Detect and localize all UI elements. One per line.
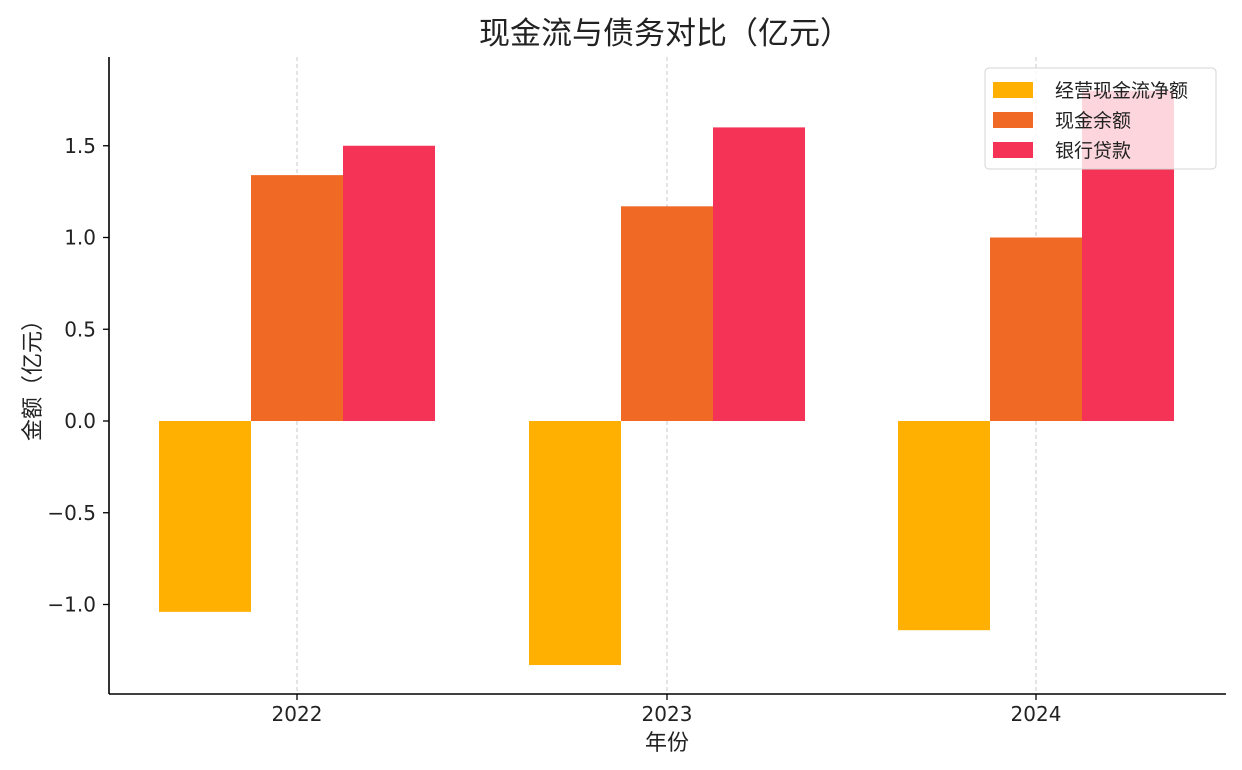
legend-swatch: [993, 112, 1033, 128]
y-tick-label: −0.5: [47, 501, 96, 525]
x-tick-label: 2022: [272, 702, 323, 726]
x-axis-label: 年份: [645, 731, 689, 756]
x-tick-label: 2024: [1011, 702, 1062, 726]
bar-现金余额-2023: [621, 206, 713, 421]
bar-现金余额-2022: [251, 175, 343, 421]
legend-label: 经营现金流净额: [1055, 80, 1188, 102]
y-tick-label: 0.5: [64, 317, 96, 341]
x-tick-label: 2023: [642, 702, 693, 726]
y-axis-label: 金额（亿元）: [21, 309, 46, 441]
legend-swatch: [993, 142, 1033, 158]
y-tick-label: 1.5: [64, 134, 96, 158]
legend-label: 银行贷款: [1055, 140, 1131, 162]
bar-经营现金流净额-2023: [529, 421, 621, 666]
bar-经营现金流净额-2024: [898, 421, 990, 631]
legend-swatch: [993, 82, 1033, 98]
bar-银行贷款-2022: [343, 145, 435, 421]
y-tick-label: 0.0: [64, 409, 96, 433]
y-tick-label: −1.0: [47, 593, 96, 617]
bar-现金余额-2024: [990, 237, 1082, 421]
legend-label: 现金余额: [1055, 110, 1131, 132]
chart-title: 现金流与债务对比（亿元）: [479, 16, 851, 52]
bar-经营现金流净额-2022: [159, 421, 251, 612]
y-tick-label: 1.0: [64, 226, 96, 250]
bars-layer: [159, 90, 1174, 666]
legend-box: [984, 67, 1217, 170]
bar-银行贷款-2023: [713, 127, 805, 422]
axes-layer: −1.0 −0.5 0.0 0.5 1.0 1.5 2022 2023 2024: [47, 57, 1226, 726]
